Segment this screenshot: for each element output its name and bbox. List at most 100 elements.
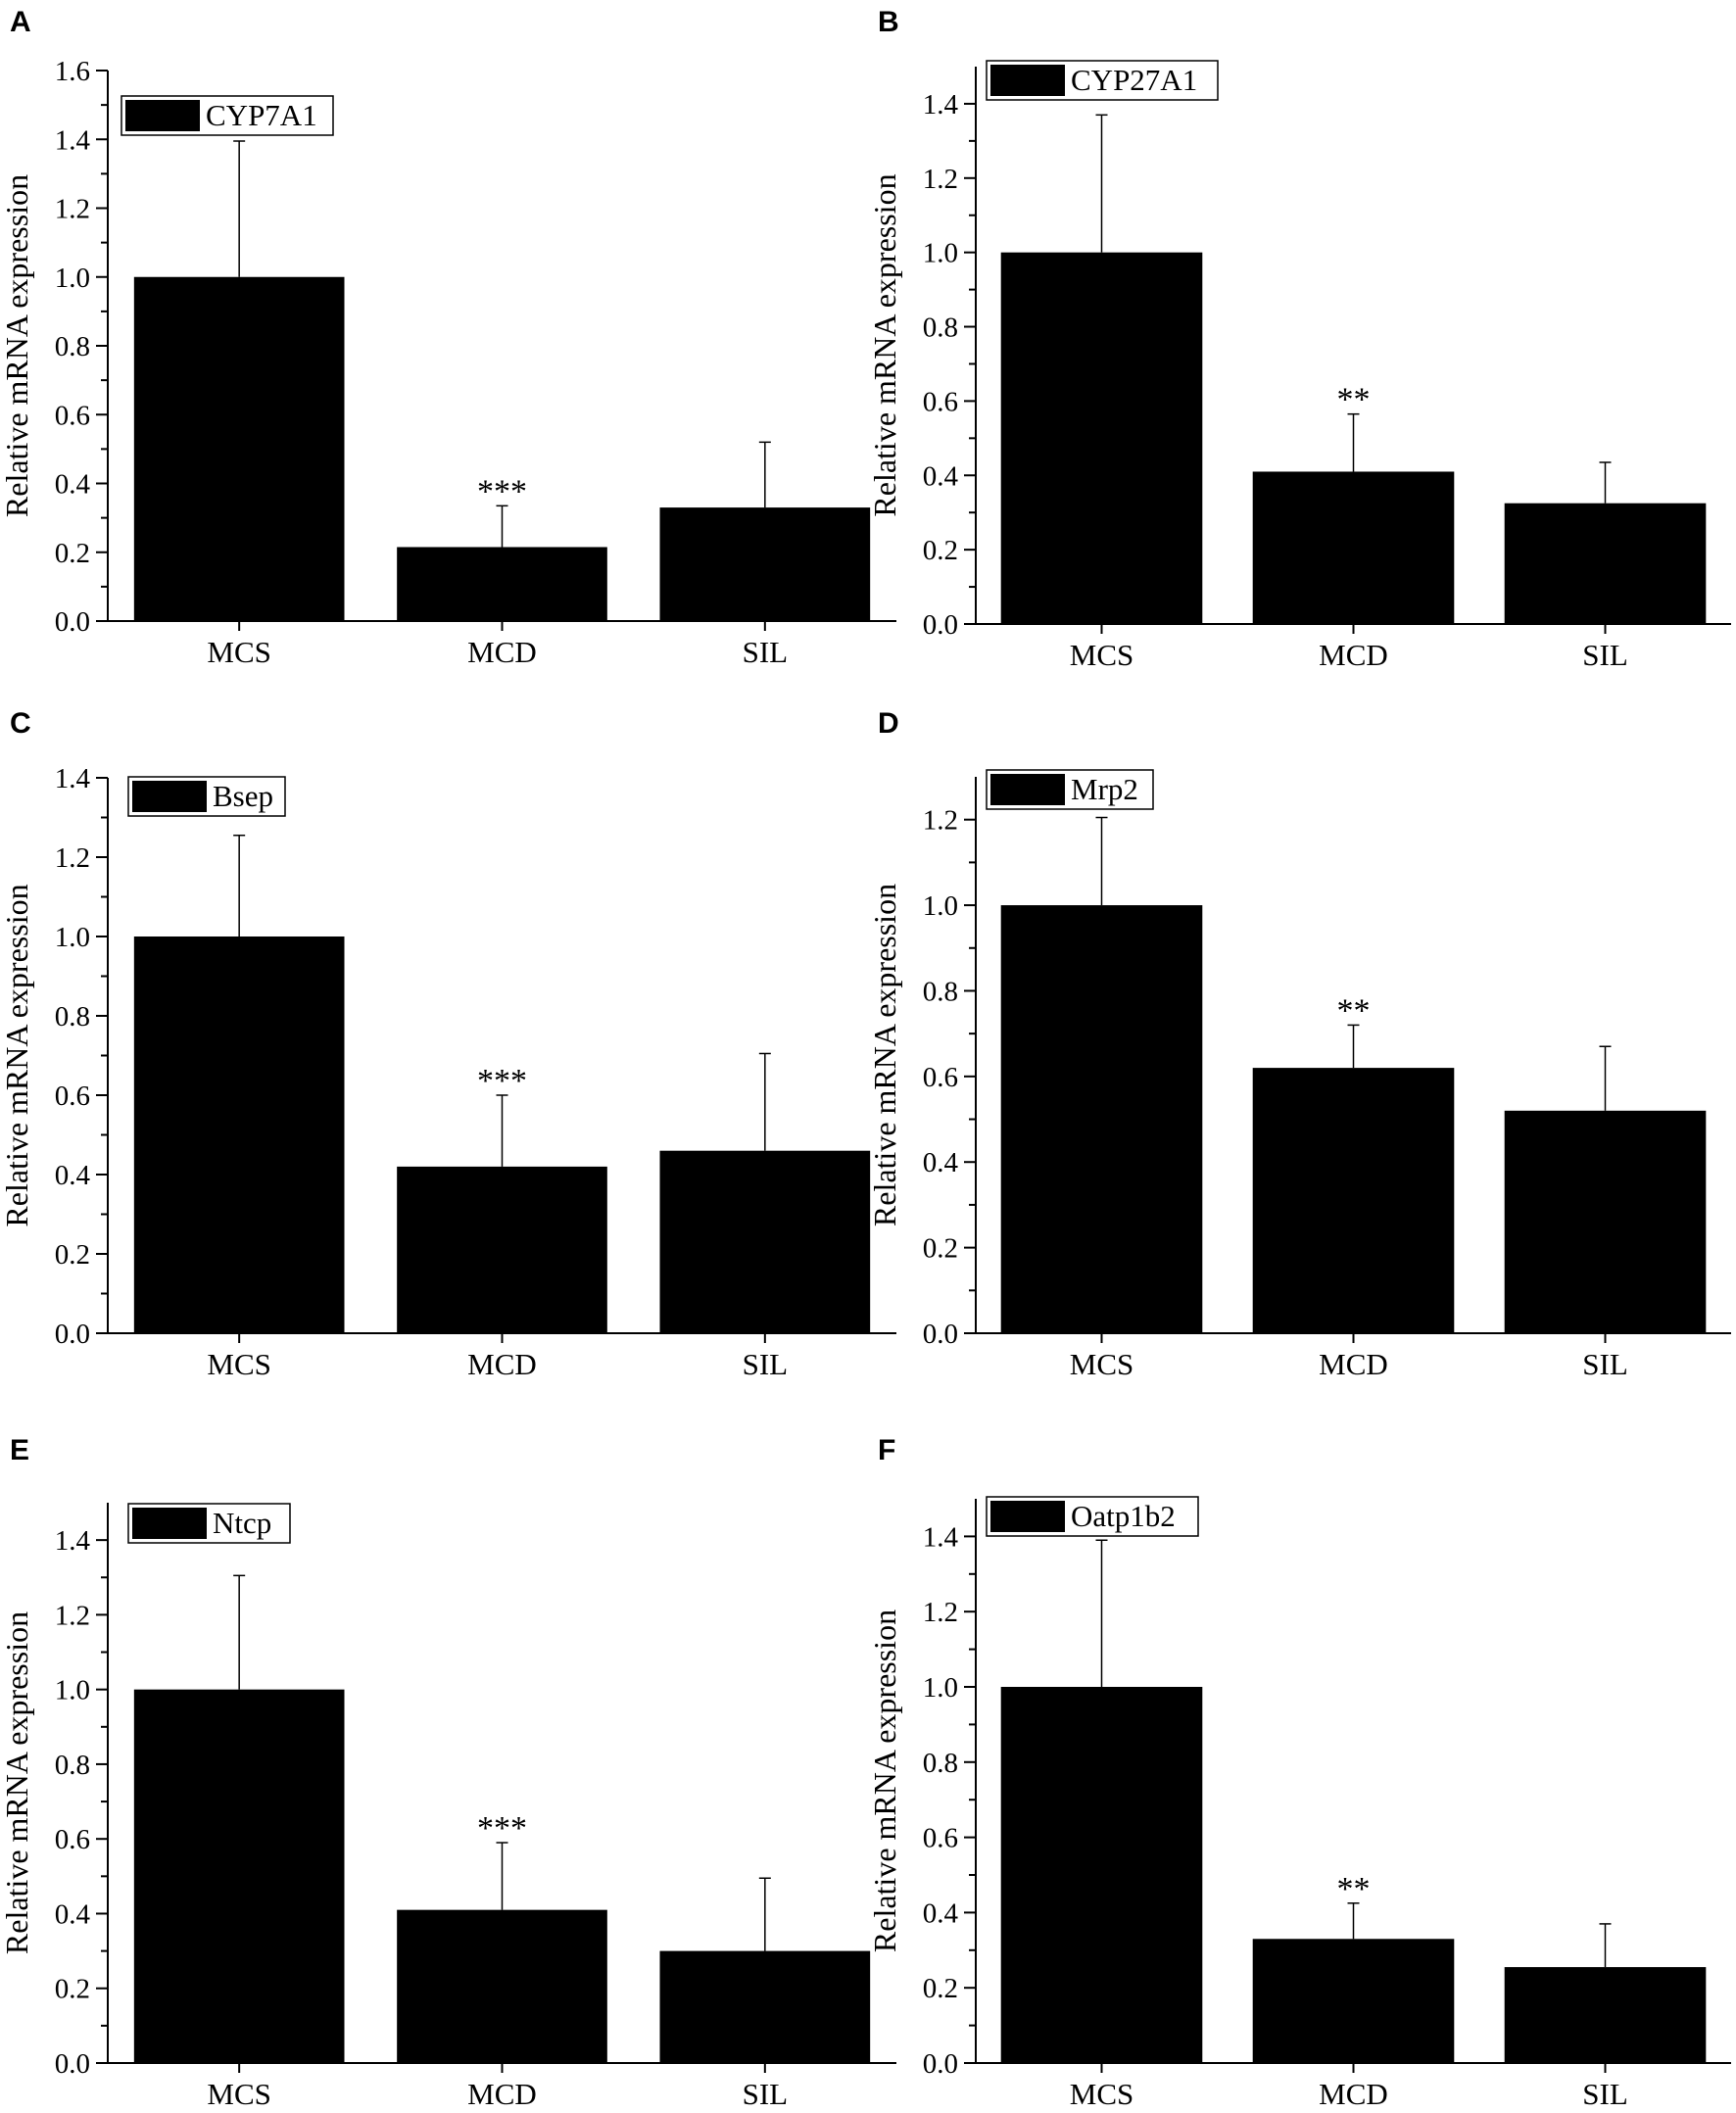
chart-panel-f: F 0.0 0.2 0.4 0.6 0.8 1.0 1.2 1.4 Relative mRNA e…	[867, 1434, 1731, 2111]
x-tick-label: SIL	[743, 635, 789, 669]
y-tick-label: 0.8	[55, 331, 90, 362]
y-axis-label: Relative mRNA expression	[867, 884, 902, 1226]
y-tick-label: 1.2	[923, 1597, 958, 1628]
x-tick-label: SIL	[1582, 2077, 1628, 2111]
legend-swatch	[132, 781, 207, 812]
bar-mcs	[133, 276, 345, 621]
y-tick-label: 1.4	[55, 124, 91, 156]
bar-sil	[1504, 1967, 1707, 2063]
y-tick-label: 0.0	[923, 609, 958, 641]
y-tick-label: 1.4	[55, 1525, 91, 1557]
bar-mcs	[1000, 252, 1203, 624]
x-tick-label: SIL	[743, 1347, 789, 1381]
panel-letter: C	[10, 707, 31, 740]
x-tick-label: MCS	[207, 1347, 270, 1381]
legend-swatch	[990, 774, 1065, 805]
y-tick-label: 0.6	[55, 400, 90, 431]
y-tick-label: 0.2	[923, 1973, 958, 2004]
x-tick-label: MCD	[1319, 2077, 1388, 2111]
y-tick-label: 1.0	[55, 1675, 90, 1706]
y-tick-label: 0.0	[55, 2048, 90, 2080]
bar-sil	[659, 507, 871, 621]
significance-marker: ***	[477, 1063, 527, 1099]
y-tick-label: 0.0	[923, 1319, 958, 1350]
y-tick-label: 1.0	[923, 1672, 958, 1704]
legend: CYP7A1	[121, 95, 334, 136]
panel-letter: F	[878, 1434, 895, 1466]
y-tick-label: 1.0	[923, 890, 958, 922]
y-tick-label: 1.2	[923, 164, 958, 195]
legend: CYP27A1	[986, 60, 1219, 101]
y-tick-label: 1.6	[55, 56, 90, 87]
bar-mcd	[397, 1909, 607, 2063]
y-tick-label: 0.8	[923, 1748, 958, 1779]
y-tick-label: 1.2	[55, 1600, 90, 1631]
x-tick-label: SIL	[1582, 638, 1628, 672]
y-tick-label: 1.4	[923, 1521, 959, 1553]
bar-mcd	[397, 1166, 607, 1333]
y-tick-label: 0.6	[923, 386, 958, 417]
y-tick-label: 0.0	[923, 2048, 958, 2080]
x-tick-label: MCD	[467, 1347, 537, 1381]
legend-swatch	[990, 1501, 1065, 1532]
y-tick-label: 0.6	[55, 1081, 90, 1112]
bar-mcs	[133, 936, 345, 1333]
y-tick-label: 0.2	[55, 538, 90, 569]
y-tick-label: 0.6	[923, 1823, 958, 1854]
x-tick-label: SIL	[1582, 1347, 1628, 1381]
x-tick-label: MCS	[207, 2077, 270, 2111]
y-tick-label: 0.4	[923, 1897, 959, 1929]
y-axis-label: Relative mRNA expression	[0, 1611, 34, 1954]
x-tick-label: MCD	[1319, 1347, 1388, 1381]
panel-letter: E	[10, 1434, 29, 1466]
y-tick-label: 0.2	[923, 1233, 958, 1265]
legend-label: Bsep	[213, 779, 273, 813]
significance-marker: **	[1337, 1871, 1371, 1907]
y-axis-label: Relative mRNA expression	[0, 884, 34, 1226]
y-tick-label: 0.2	[55, 1974, 90, 2005]
legend: Ntcp	[127, 1503, 291, 1544]
x-tick-label: MCD	[467, 2077, 537, 2111]
bar-sil	[659, 1150, 871, 1333]
y-tick-label: 0.6	[55, 1824, 90, 1855]
legend-label: Ntcp	[213, 1506, 271, 1540]
chart-panel-a: A 0.0 0.2 0.4 0.6 0.8 1.0 1.2 1.4 1.6 Relative mRN…	[0, 6, 896, 669]
legend-label: Mrp2	[1071, 772, 1138, 806]
y-tick-label: 0.6	[923, 1062, 958, 1093]
legend-swatch	[990, 65, 1065, 96]
y-tick-label: 1.0	[55, 263, 90, 294]
y-tick-label: 0.4	[55, 1160, 91, 1191]
x-tick-label: MCS	[1070, 2077, 1133, 2111]
y-axis-label: Relative mRNA expression	[0, 174, 34, 517]
bar-mcd	[1252, 1939, 1455, 2063]
significance-marker: **	[1337, 382, 1371, 418]
chart-panel-e: E 0.0 0.2 0.4 0.6 0.8 1.0 1.2 1.4 Relative mRNA e…	[0, 1434, 896, 2111]
bar-mcd	[1252, 471, 1455, 624]
y-tick-label: 0.8	[923, 312, 958, 344]
significance-marker: ***	[477, 473, 527, 509]
chart-panel-c: C 0.0 0.2 0.4 0.6 0.8 1.0 1.2 1.4 Relative mRNA e…	[0, 707, 896, 1381]
panel-letter: D	[878, 707, 899, 740]
significance-marker: ***	[477, 1810, 527, 1847]
bar-sil	[1504, 503, 1707, 624]
y-tick-label: 0.2	[923, 535, 958, 566]
y-tick-label: 0.4	[923, 1147, 959, 1178]
chart-panel-b: B 0.0 0.2 0.4 0.6 0.8 1.0 1.2 1.4 Relative mRNA e…	[867, 6, 1731, 672]
legend-label: Oatp1b2	[1071, 1499, 1176, 1533]
legend: Bsep	[127, 776, 286, 817]
y-tick-label: 1.4	[923, 89, 959, 120]
y-tick-label: 0.8	[55, 1001, 90, 1032]
y-tick-label: 0.0	[55, 1319, 90, 1350]
legend-label: CYP27A1	[1071, 63, 1197, 97]
y-tick-label: 1.0	[923, 238, 958, 269]
bar-mcs	[1000, 905, 1203, 1333]
y-tick-label: 1.2	[55, 194, 90, 225]
legend: Mrp2	[986, 769, 1154, 810]
panel-letter: B	[878, 6, 899, 38]
y-tick-label: 0.8	[55, 1750, 90, 1781]
x-tick-label: MCS	[207, 635, 270, 669]
x-tick-label: MCD	[467, 635, 537, 669]
significance-marker: **	[1337, 992, 1371, 1029]
y-tick-label: 0.4	[923, 460, 959, 492]
